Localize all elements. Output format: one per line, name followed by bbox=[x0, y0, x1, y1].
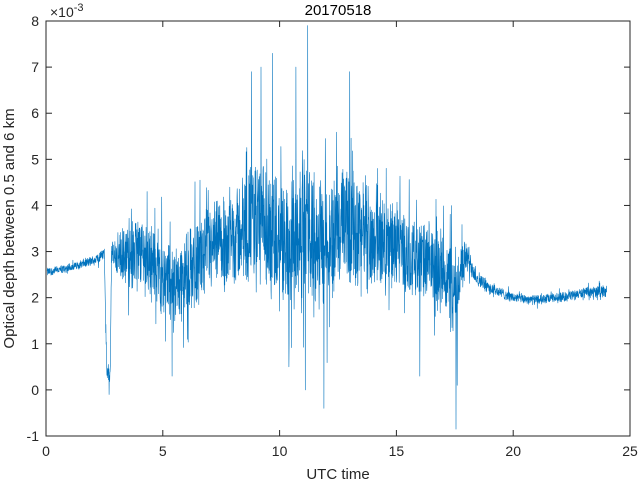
x-tick-label: 10 bbox=[272, 443, 288, 459]
y-tick-label: 3 bbox=[31, 244, 39, 260]
y-tick-label: 1 bbox=[31, 336, 39, 352]
y-tick-label: 7 bbox=[31, 59, 39, 75]
y-tick-label: 0 bbox=[31, 382, 39, 398]
x-axis-label: UTC time bbox=[306, 466, 369, 480]
y-axis-exponent: ×10-3 bbox=[50, 2, 84, 20]
x-tick-label: 0 bbox=[42, 443, 50, 459]
y-tick-label: -1 bbox=[27, 428, 40, 444]
y-axis-label: Optical depth between 0.5 and 6 km bbox=[1, 108, 18, 348]
y-tick-label: 4 bbox=[31, 197, 39, 213]
x-tick-label: 15 bbox=[389, 443, 405, 459]
x-tick-label: 5 bbox=[159, 443, 167, 459]
plot-box bbox=[45, 20, 631, 437]
y-tick-label: 5 bbox=[31, 151, 39, 167]
series-layer bbox=[46, 25, 607, 430]
y-tick-label: 2 bbox=[31, 290, 39, 306]
x-tick-label: 20 bbox=[505, 443, 521, 459]
y-tick-label: 6 bbox=[31, 105, 39, 121]
chart-title: 20170518 bbox=[305, 2, 372, 19]
x-tick-label: 25 bbox=[622, 443, 638, 459]
data-series-line bbox=[46, 25, 607, 430]
y-tick-label: 8 bbox=[31, 13, 39, 29]
